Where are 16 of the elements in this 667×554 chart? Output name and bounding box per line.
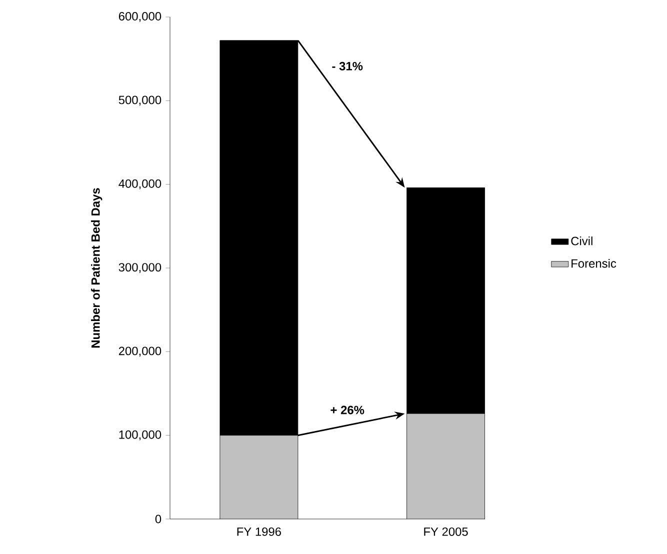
y-tick-label: 200,000 (118, 346, 162, 357)
legend-label: Forensic (572, 258, 616, 268)
y-tick-label: 400,000 (118, 179, 162, 190)
y-tick-label: 0 (155, 514, 162, 524)
y-axis-title: Number of Patient Bed Days (91, 188, 102, 348)
y-tick-label: 600,000 (118, 12, 162, 22)
x-tick-label: FY 2005 (424, 527, 468, 536)
x-tick-label: FY 1996 (237, 527, 281, 536)
annotation: + 26% (330, 406, 364, 414)
annotation: - 31% (332, 62, 363, 70)
y-tick-label: 100,000 (119, 430, 162, 440)
y-tick-label: 300,000 (118, 263, 162, 273)
legend-label: Civil (571, 236, 592, 246)
bar (406, 413, 485, 519)
bar (220, 435, 298, 519)
y-tick-label: 500,000 (118, 96, 162, 106)
